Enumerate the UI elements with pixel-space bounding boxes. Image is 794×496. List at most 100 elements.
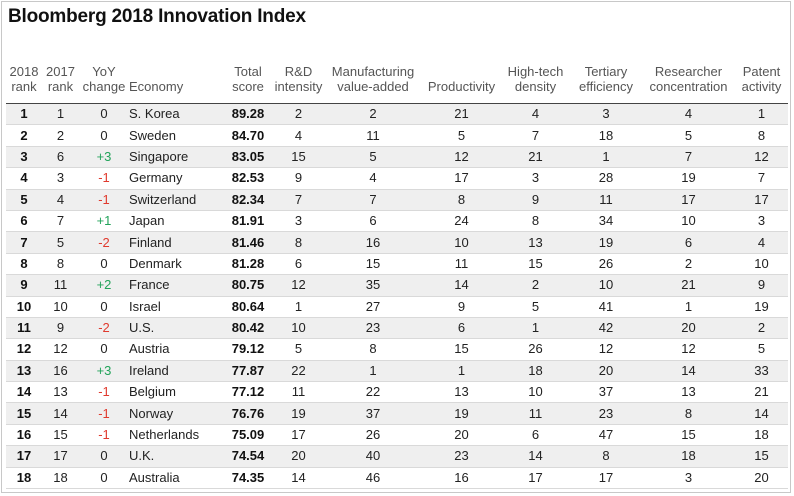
table-cell: 8 <box>570 445 642 468</box>
column-header: YoY change <box>79 64 129 104</box>
column-header-line: Researcher <box>654 64 723 79</box>
table-cell: 20 <box>422 424 501 447</box>
table-cell: 82.34 <box>223 189 273 211</box>
table-cell: 15 <box>324 253 422 276</box>
table-cell: 37 <box>570 381 642 404</box>
table-cell: 9 <box>273 167 324 190</box>
table-cell: 84.70 <box>223 124 273 147</box>
table-cell: 8 <box>735 124 788 147</box>
table-cell: 21 <box>735 381 788 404</box>
table-cell: 1 <box>422 360 501 383</box>
table-cell: 89.28 <box>223 103 273 126</box>
table-row: 15 14 -1 Norway 76.76 19 37 19 11 23 8 14 <box>6 402 788 425</box>
table-cell: 17 <box>570 467 642 490</box>
table-cell: 11 <box>324 124 422 147</box>
column-header-line: Economy <box>129 79 184 94</box>
table-cell: 2 <box>324 103 422 126</box>
table-cell: 19 <box>735 296 788 318</box>
table-cell: 6 <box>6 210 42 233</box>
table-cell: 81.46 <box>223 231 273 254</box>
table-cell: 0 <box>79 338 129 361</box>
column-header-line: Patent <box>742 64 781 79</box>
column-header: R&D intensity <box>273 64 324 104</box>
table-cell: 24 <box>422 210 501 233</box>
column-header: Productivity <box>422 64 501 104</box>
table-row: 17 17 0 U.K. 74.54 20 40 23 14 8 18 15 <box>6 445 788 468</box>
table-cell: 11 <box>6 317 42 340</box>
table-cell: 40 <box>324 445 422 468</box>
table-cell: 17 <box>642 189 735 211</box>
table-cell: 7 <box>735 167 788 190</box>
column-header-line: concentration <box>649 79 728 94</box>
table-cell: 4 <box>273 124 324 147</box>
table-row: 18 18 0 Australia 74.35 14 46 16 17 17 3 20 <box>6 467 788 490</box>
table-cell: Norway <box>129 402 223 425</box>
table-cell: 1 <box>6 103 42 126</box>
table-cell: 17 <box>422 167 501 190</box>
header-row: 2018 rank 2017 rank YoY change Economy Total sco… <box>6 64 788 104</box>
table-cell: 80.64 <box>223 296 273 318</box>
table-cell: 12 <box>6 338 42 361</box>
table-cell: 2 <box>642 253 735 276</box>
table-cell: 0 <box>79 253 129 276</box>
table-cell: 9 <box>42 317 79 340</box>
table-cell: 15 <box>422 338 501 361</box>
table-cell: 77.87 <box>223 360 273 383</box>
table-cell: 1 <box>42 103 79 126</box>
table-cell: 26 <box>501 338 570 361</box>
table-cell: U.S. <box>129 317 223 340</box>
table-cell: U.K. <box>129 445 223 468</box>
table-row: 1 1 0 S. Korea 89.28 2 2 21 4 3 4 1 <box>6 103 788 126</box>
table-cell: 18 <box>570 124 642 147</box>
column-header-line: rank <box>11 79 37 94</box>
column-header: Tertiary efficiency <box>570 64 642 104</box>
table-cell: 20 <box>642 317 735 340</box>
table-cell: 15 <box>42 424 79 447</box>
column-header-line: Tertiary <box>584 64 628 79</box>
column-header-line: Manufacturing <box>331 64 415 79</box>
table-cell: Israel <box>129 296 223 318</box>
table-cell: 14 <box>273 467 324 490</box>
table-cell: 22 <box>273 360 324 383</box>
table-row: 16 15 -1 Netherlands 75.09 17 26 20 6 47 15 18 <box>6 424 788 447</box>
column-header: Economy <box>129 64 223 104</box>
table-cell: Finland <box>129 231 223 254</box>
table-cell: 10 <box>570 274 642 297</box>
table-cell: 6 <box>642 231 735 254</box>
table-cell: 12 <box>422 146 501 169</box>
table-cell: 6 <box>422 317 501 340</box>
column-header-line: value-added <box>337 79 409 94</box>
table-row: 6 7 +1 Japan 81.91 3 6 24 8 34 10 3 <box>6 210 788 233</box>
column-header: Researcher concentration <box>642 64 735 104</box>
table-cell: Sweden <box>129 124 223 147</box>
table-row: 8 8 0 Denmark 81.28 6 15 11 15 26 2 10 <box>6 253 788 276</box>
table-cell: 35 <box>324 274 422 297</box>
table-cell: 1 <box>642 296 735 318</box>
column-header-line: activity <box>741 79 782 94</box>
table-cell: 17 <box>273 424 324 447</box>
table-cell: 4 <box>735 231 788 254</box>
table-cell: 80.75 <box>223 274 273 297</box>
table-cell: 3 <box>273 210 324 233</box>
table-cell: 15 <box>735 445 788 468</box>
table-row: 4 3 -1 Germany 82.53 9 4 17 3 28 19 7 <box>6 167 788 190</box>
table-cell: Singapore <box>129 146 223 169</box>
page-title: Bloomberg 2018 Innovation Index <box>8 6 306 27</box>
table-cell: 23 <box>422 445 501 468</box>
table-cell: 82.53 <box>223 167 273 190</box>
column-header-line: Productivity <box>427 79 496 94</box>
column-header-line: density <box>514 79 557 94</box>
table-body: 1 1 0 S. Korea 89.28 2 2 21 4 3 4 1 2 2 0 Sweden 84.70 4 1… <box>6 103 788 490</box>
table-row: 3 6 +3 Singapore 83.05 15 5 12 21 1 7 12 <box>6 146 788 169</box>
column-header: Patent activity <box>735 64 788 104</box>
table-cell: 74.54 <box>223 445 273 468</box>
column-header-line: 2018 <box>9 64 39 79</box>
table-cell: 7 <box>642 146 735 169</box>
table-cell: -1 <box>79 402 129 425</box>
table-cell: 9 <box>501 189 570 211</box>
column-header-line: Total <box>234 64 262 79</box>
table-cell: 47 <box>570 424 642 447</box>
table-cell: 15 <box>273 146 324 169</box>
table-cell: 8 <box>6 253 42 276</box>
table-cell: 18 <box>501 360 570 383</box>
